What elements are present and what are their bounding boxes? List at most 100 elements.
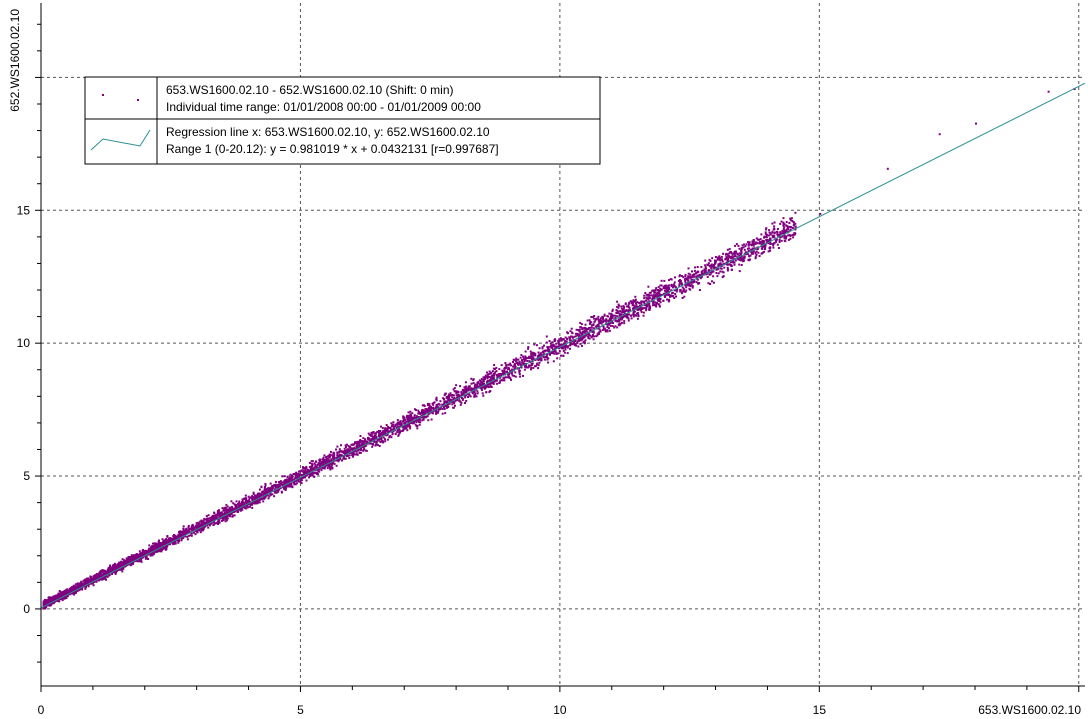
scatter-point [707,263,709,266]
scatter-point [674,286,677,289]
scatter-point [355,442,358,445]
scatter-point [398,421,401,424]
scatter-point [245,502,248,505]
scatter-point [755,250,758,253]
scatter-point [420,412,422,414]
scatter-point [699,277,702,280]
scatter-point [396,422,399,425]
scatter-point [750,250,753,253]
scatter-point [710,271,713,274]
scatter-point [49,599,52,602]
scatter-point [540,359,543,362]
scatter-point [187,529,190,532]
scatter-point [76,584,79,587]
scatter-point [512,361,514,363]
scatter-point [547,357,550,360]
scatter-point [418,420,420,423]
scatter-point [787,228,790,231]
scatter-point [629,309,631,312]
scatter-point [759,238,762,241]
scatter-point [571,335,573,338]
scatter-point [764,231,767,234]
scatter-point [72,585,75,588]
scatter-point [486,371,488,374]
scatter-point [348,457,351,459]
scatter-point [576,341,579,344]
scatter-point [356,449,359,452]
scatter-point [742,258,745,261]
scatter-point [283,480,286,483]
scatter-point [507,363,510,366]
scatter-point [616,310,619,313]
scatter-point [63,595,66,598]
scatter-point [588,334,591,337]
scatter-point [306,474,309,477]
scatter-point [302,472,305,475]
scatter-point [448,398,451,401]
scatter-point [665,290,668,293]
scatter-point [310,465,313,468]
scatter-point [384,440,387,443]
scatter-point [317,473,319,476]
scatter-point [67,590,70,593]
scatter-point [640,311,643,314]
scatter-point [624,302,627,305]
scatter-point [221,519,223,522]
scatter-point [300,482,303,485]
scatter-point [486,373,489,376]
scatter-point [464,402,466,404]
scatter-point [658,304,661,307]
scatter-point [218,515,221,518]
scatter-point [208,523,211,526]
scatter-point [328,466,331,469]
scatter-point [316,471,318,474]
scatter-point [403,422,406,425]
scatter-point [513,374,516,377]
scatter-point [152,542,154,545]
scatter-point [645,299,648,302]
scatter-point [665,284,668,287]
scatter-point [230,509,233,512]
scatter-point [253,497,256,500]
scatter-point [363,448,366,451]
scatter-point [682,290,685,293]
scatter-point [649,307,652,310]
scatter-point [478,379,481,382]
scatter-point [318,468,320,471]
scatter-point [487,373,490,376]
scatter-point [50,603,53,606]
scatter-point [192,529,195,531]
scatter-point [139,555,142,558]
scatter-point [145,549,148,552]
scatter-point [610,316,613,319]
scatter-point [82,579,85,582]
scatter-point [643,302,646,305]
scatter-point [525,366,528,369]
scatter-point [558,338,561,341]
scatter-point [266,487,269,490]
scatter-point [310,467,312,469]
scatter-point [513,359,516,361]
scatter-point [587,328,590,331]
scatter-point [241,499,244,502]
scatter-point [648,296,651,299]
scatter-point [43,598,46,601]
scatter-point [360,447,362,450]
scatter-point [499,372,502,375]
scatter-point [349,448,352,451]
scatter-point [621,311,624,314]
scatter-point [607,319,610,322]
scatter-point [128,560,130,563]
scatter-point [522,357,525,360]
scatter-point [589,322,592,325]
scatter-point [579,326,582,329]
scatter-point [308,462,311,464]
scatter-point [793,232,796,235]
scatter-point [121,570,124,573]
scatter-point [324,465,327,468]
scatter-point [524,365,527,368]
scatter-point [108,574,111,577]
scatter-point [655,294,658,297]
scatter-point [234,507,237,510]
scatter-point [532,358,534,361]
